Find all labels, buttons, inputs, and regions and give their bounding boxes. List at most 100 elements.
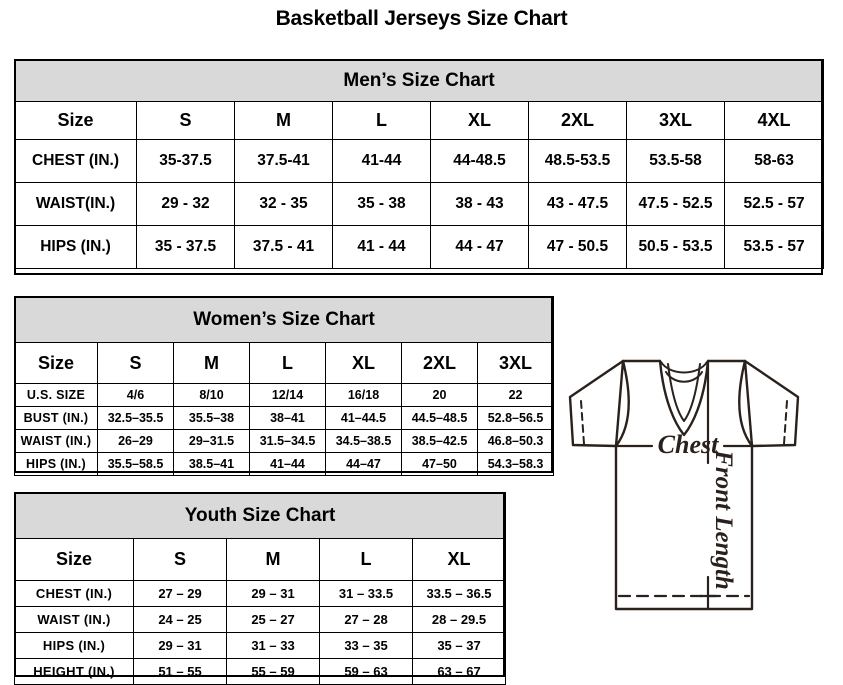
mens-chart-heading: Men’s Size Chart [13,59,825,102]
mens-col-header-2xl: 2XL [528,101,627,140]
youth-row-label-height: HEIGHT (IN.) [14,658,134,685]
youth-col-header-m: M [226,538,320,581]
womens-size-chart-table: Women’s Size Chart Size S M L XL 2XL 3XL… [13,296,555,476]
collar-arc-upper [660,361,708,374]
womens-bust-xl: 41–44.5 [325,406,402,430]
youth-column-header-row: Size S M L XL [14,538,507,581]
youth-chest-m: 29 – 31 [226,580,320,607]
v-neck-rib-inner [667,363,701,422]
youth-col-header-size: Size [14,538,134,581]
womens-waist-s: 26–29 [97,429,174,453]
youth-col-header-l: L [319,538,413,581]
youth-chest-xl: 33.5 – 36.5 [411,580,507,607]
womens-row-label-hips: HIPS (IN.) [14,452,98,476]
mens-heading-row: Men’s Size Chart [13,59,825,102]
womens-hips-2xl: 47–50 [401,452,478,476]
womens-bust-3xl: 52.8–56.5 [476,406,555,430]
left-armscye-curve [614,359,630,448]
mens-col-header-size: Size [14,101,137,140]
womens-column-header-row: Size S M L XL 2XL 3XL [14,342,555,384]
womens-ussize-3xl: 22 [476,383,555,407]
youth-height-l: 59 – 63 [319,658,413,685]
womens-ussize-m: 8/10 [173,383,250,407]
youth-heading-row: Youth Size Chart [13,492,507,539]
womens-col-header-size: Size [14,342,98,384]
mens-hips-4xl: 53.5 - 57 [723,225,825,269]
mens-chest-m: 37.5-41 [234,139,333,183]
youth-chest-l: 31 – 33.5 [319,580,413,607]
mens-hips-m: 37.5 - 41 [234,225,333,269]
table-row: HIPS (IN.) 29 – 31 31 – 33 33 – 35 35 – … [14,632,507,659]
mens-col-header-xl: XL [430,101,529,140]
table-row: BUST (IN.) 32.5–35.5 35.5–38 38–41 41–44… [14,406,555,430]
mens-chest-l: 41-44 [332,139,431,183]
youth-hips-l: 33 – 35 [319,632,413,659]
youth-waist-l: 27 – 28 [319,606,413,633]
youth-hips-m: 31 – 33 [226,632,320,659]
table-row: WAIST (IN.) 26–29 29–31.5 31.5–34.5 34.5… [14,429,555,453]
womens-waist-2xl: 38.5–42.5 [401,429,478,453]
mens-row-label-waist: WAIST(IN.) [14,182,137,226]
left-sleeve-hem-dash [580,400,585,445]
womens-waist-m: 29–31.5 [173,429,250,453]
table-row: WAIST(IN.) 29 - 32 32 - 35 35 - 38 38 - … [14,182,825,226]
mens-waist-s: 29 - 32 [136,182,235,226]
mens-waist-xl: 38 - 43 [430,182,529,226]
mens-chest-2xl: 48.5-53.5 [528,139,627,183]
table-row: CHEST (IN.) 35-37.5 37.5-41 41-44 44-48.… [14,139,825,183]
youth-height-xl: 63 – 67 [411,658,507,685]
mens-waist-3xl: 47.5 - 52.5 [626,182,725,226]
youth-hips-xl: 35 – 37 [411,632,507,659]
mens-hips-2xl: 47 - 50.5 [528,225,627,269]
womens-ussize-s: 4/6 [97,383,174,407]
mens-chest-s: 35-37.5 [136,139,235,183]
womens-row-label-bust: BUST (IN.) [14,406,98,430]
womens-row-label-us-size: U.S. SIZE [14,383,98,407]
mens-col-header-s: S [136,101,235,140]
v-neck-outer [658,359,710,437]
mens-row-label-chest: CHEST (IN.) [14,139,137,183]
womens-chart-heading: Women’s Size Chart [13,296,555,343]
womens-col-header-m: M [173,342,250,384]
youth-row-label-chest: CHEST (IN.) [14,580,134,607]
mens-hips-s: 35 - 37.5 [136,225,235,269]
table-row: HIPS (IN.) 35 - 37.5 37.5 - 41 41 - 44 4… [14,225,825,269]
mens-size-chart-table: Men’s Size Chart Size S M L XL 2XL 3XL 4… [13,59,825,269]
youth-waist-s: 24 – 25 [133,606,227,633]
mens-hips-l: 41 - 44 [332,225,431,269]
table-row: U.S. SIZE 4/6 8/10 12/14 16/18 20 22 [14,383,555,407]
collar-arc-lower [665,371,703,383]
youth-col-header-s: S [133,538,227,581]
womens-col-header-l: L [249,342,326,384]
mens-hips-xl: 44 - 47 [430,225,529,269]
womens-waist-l: 31.5–34.5 [249,429,326,453]
womens-heading-row: Women’s Size Chart [13,296,555,343]
mens-row-label-hips: HIPS (IN.) [14,225,137,269]
youth-row-label-hips: HIPS (IN.) [14,632,134,659]
youth-chart-heading: Youth Size Chart [13,492,507,539]
mens-chest-xl: 44-48.5 [430,139,529,183]
womens-col-header-2xl: 2XL [401,342,478,384]
page-title: Basketball Jerseys Size Chart [275,7,568,30]
youth-waist-m: 25 – 27 [226,606,320,633]
womens-row-label-waist: WAIST (IN.) [14,429,98,453]
womens-bust-s: 32.5–35.5 [97,406,174,430]
mens-waist-4xl: 52.5 - 57 [723,182,825,226]
chest-measurement-label: Chest [658,430,719,459]
table-row: HIPS (IN.) 35.5–58.5 38.5–41 41–44 44–47… [14,452,555,476]
womens-col-header-s: S [97,342,174,384]
youth-row-label-waist: WAIST (IN.) [14,606,134,633]
mens-waist-l: 35 - 38 [332,182,431,226]
right-sleeve-shape [743,359,800,448]
mens-col-header-m: M [234,101,333,140]
youth-col-header-xl: XL [411,538,507,581]
womens-ussize-xl: 16/18 [325,383,402,407]
jersey-measurement-diagram: Chest Front Length [568,359,800,611]
mens-hips-3xl: 50.5 - 53.5 [626,225,725,269]
mens-waist-2xl: 43 - 47.5 [528,182,627,226]
table-row: WAIST (IN.) 24 – 25 25 – 27 27 – 28 28 –… [14,606,507,633]
womens-bust-m: 35.5–38 [173,406,250,430]
womens-col-header-xl: XL [325,342,402,384]
right-armscye-curve [738,359,754,448]
youth-waist-xl: 28 – 29.5 [411,606,507,633]
